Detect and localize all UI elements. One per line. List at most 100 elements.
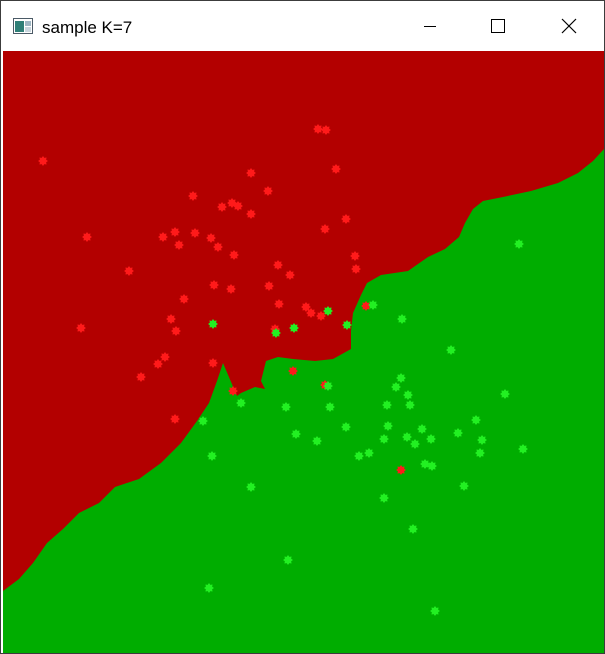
red-sample-point	[396, 465, 406, 475]
green-sample-point	[208, 319, 218, 329]
red-sample-point	[264, 281, 274, 291]
close-icon	[561, 18, 577, 34]
maximize-icon	[491, 19, 505, 33]
green-sample-point	[283, 555, 293, 565]
green-sample-point	[500, 389, 510, 399]
green-sample-point	[403, 390, 413, 400]
app-window-icon	[13, 18, 33, 34]
green-sample-point	[271, 328, 281, 338]
green-sample-point	[402, 432, 412, 442]
red-sample-point	[263, 186, 273, 196]
red-sample-point	[209, 280, 219, 290]
knn-plot-canvas	[3, 51, 604, 653]
green-sample-point	[341, 422, 351, 432]
green-sample-point	[379, 493, 389, 503]
red-sample-point	[206, 233, 216, 243]
red-sample-point	[273, 260, 283, 270]
green-sample-point	[289, 323, 299, 333]
red-sample-point	[170, 227, 180, 237]
red-sample-point	[82, 232, 92, 242]
green-sample-point	[397, 314, 407, 324]
green-sample-point	[325, 402, 335, 412]
red-sample-point	[166, 314, 176, 324]
green-sample-point	[323, 381, 333, 391]
green-sample-point	[446, 345, 456, 355]
red-sample-point	[171, 326, 181, 336]
green-sample-point	[453, 428, 463, 438]
red-sample-point	[316, 311, 326, 321]
red-sample-point	[188, 191, 198, 201]
red-sample-point	[217, 202, 227, 212]
red-sample-point	[153, 359, 163, 369]
red-region	[3, 51, 604, 591]
red-sample-point	[208, 358, 218, 368]
red-sample-point	[160, 352, 170, 362]
green-sample-point	[514, 239, 524, 249]
green-sample-point	[391, 382, 401, 392]
red-sample-point	[190, 228, 200, 238]
title-bar[interactable]: sample K=7	[1, 1, 604, 51]
green-sample-point	[379, 434, 389, 444]
green-sample-point	[382, 400, 392, 410]
red-sample-point	[76, 323, 86, 333]
red-sample-point	[124, 266, 134, 276]
green-sample-point	[342, 320, 352, 330]
green-sample-point	[198, 416, 208, 426]
red-sample-point	[179, 294, 189, 304]
red-sample-point	[228, 386, 238, 396]
window-title: sample K=7	[42, 18, 133, 37]
green-sample-point	[420, 459, 430, 469]
red-sample-point	[246, 209, 256, 219]
red-sample-point	[229, 250, 239, 260]
green-sample-point	[204, 583, 214, 593]
red-sample-point	[341, 214, 351, 224]
red-sample-point	[158, 232, 168, 242]
red-sample-point	[226, 284, 236, 294]
green-sample-point	[364, 448, 374, 458]
green-sample-point	[475, 448, 485, 458]
red-sample-point	[306, 308, 316, 318]
red-sample-point	[246, 168, 256, 178]
green-sample-point	[518, 444, 528, 454]
green-sample-point	[323, 306, 333, 316]
red-sample-point	[301, 302, 311, 312]
red-sample-point	[331, 164, 341, 174]
green-sample-point	[383, 421, 393, 431]
red-sample-point	[38, 156, 48, 166]
red-sample-point	[288, 366, 298, 376]
red-sample-point	[213, 242, 223, 252]
green-sample-point	[368, 300, 378, 310]
red-sample-point	[350, 251, 360, 261]
red-sample-point	[361, 301, 371, 311]
green-sample-point	[281, 402, 291, 412]
green-sample-point	[405, 400, 415, 410]
red-sample-point	[174, 240, 184, 250]
green-sample-point	[207, 451, 217, 461]
green-sample-point	[426, 434, 436, 444]
minimize-button[interactable]	[407, 1, 453, 51]
green-sample-point	[477, 435, 487, 445]
red-sample-point	[136, 372, 146, 382]
red-sample-point	[321, 125, 331, 135]
green-points-layer	[198, 239, 528, 616]
green-sample-point	[427, 461, 437, 471]
minimize-icon	[424, 26, 436, 27]
red-sample-point	[233, 201, 243, 211]
green-sample-point	[417, 424, 427, 434]
green-sample-point	[459, 481, 469, 491]
red-sample-point	[274, 299, 284, 309]
green-sample-point	[291, 429, 301, 439]
green-sample-point	[312, 436, 322, 446]
maximize-button[interactable]	[475, 1, 521, 51]
green-sample-point	[430, 606, 440, 616]
decision-boundary-plot	[3, 51, 604, 653]
green-sample-point	[471, 415, 481, 425]
red-sample-point	[313, 124, 323, 134]
close-button[interactable]	[546, 1, 592, 51]
green-sample-point	[236, 398, 246, 408]
red-sample-point	[351, 264, 361, 274]
green-sample-point	[410, 439, 420, 449]
green-sample-point	[408, 524, 418, 534]
red-sample-point	[285, 270, 295, 280]
